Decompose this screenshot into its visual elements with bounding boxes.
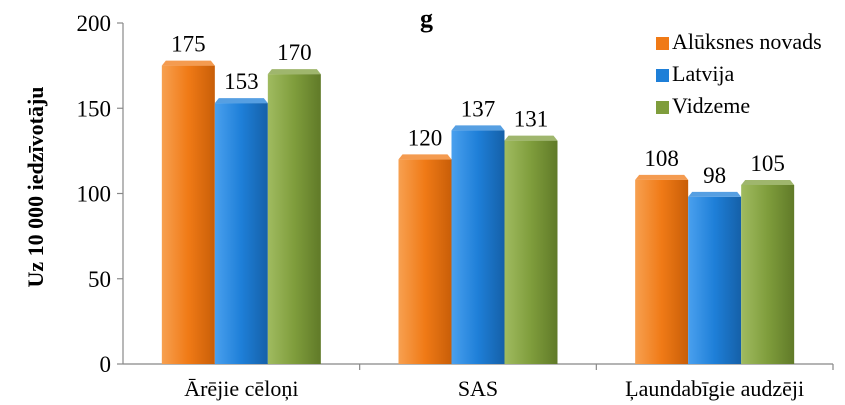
data-label: 131 [514, 107, 549, 132]
bar-vidzeme-2 [741, 184, 795, 364]
legend-label: Latvija [672, 61, 735, 86]
category-label: Ļaundabīgie audzēji [625, 376, 804, 401]
legend: Alūksnes novads Latvija Vidzeme [656, 29, 822, 118]
bar-latvija-1 [451, 130, 505, 364]
y-axis-label: Uz 10 000 iedzīvotāju [23, 86, 48, 287]
bar-top-cap [741, 179, 795, 185]
y-tick-label: 100 [77, 182, 112, 207]
bar-top-cap [161, 60, 215, 66]
bar-al-ksnes-novads-0 [161, 65, 215, 364]
bar-top-cap [398, 154, 452, 160]
data-label: 137 [461, 96, 496, 121]
data-label: 153 [224, 69, 259, 94]
data-label: 170 [277, 40, 312, 65]
bar-top-cap [688, 191, 742, 197]
y-tick-label: 50 [88, 267, 111, 292]
category-label: Ārējie cēloņi [184, 376, 298, 401]
chart-title-fragment: g [420, 4, 433, 33]
bar-vidzeme-0 [267, 74, 321, 365]
bar-top-cap [214, 98, 268, 104]
legend-swatch [656, 37, 669, 50]
data-label: 98 [703, 163, 726, 188]
data-label: 120 [408, 125, 443, 150]
legend-label: Alūksnes novads [672, 29, 822, 54]
bar-top-cap [267, 69, 321, 75]
y-tick-label: 150 [77, 96, 112, 121]
bar-al-ksnes-novads-2 [635, 179, 689, 364]
data-label: 175 [171, 32, 206, 57]
legend-label: Vidzeme [672, 93, 750, 118]
data-label: 108 [644, 146, 679, 171]
legend-swatch [656, 101, 669, 114]
legend-swatch [656, 69, 669, 82]
data-label: 105 [750, 151, 785, 176]
bar-top-cap [504, 135, 558, 141]
y-axis-ticks: 0 50 100 150 200 [77, 11, 123, 377]
category-labels-group: Ārējie cēloņi SAS Ļaundabīgie audzēji [184, 364, 834, 401]
category-label: SAS [458, 376, 498, 401]
bar-vidzeme-1 [504, 140, 558, 364]
bars-group [161, 60, 795, 365]
bar-top-cap [635, 174, 689, 180]
bar-top-cap [451, 125, 505, 131]
bar-latvija-2 [688, 196, 742, 364]
y-tick-label: 0 [100, 352, 112, 377]
data-labels-group: 175 153 170 120 137 131 108 98 105 [171, 32, 785, 188]
bar-al-ksnes-novads-1 [398, 159, 452, 364]
y-tick-label: 200 [77, 11, 112, 36]
bar-latvija-0 [214, 103, 268, 364]
